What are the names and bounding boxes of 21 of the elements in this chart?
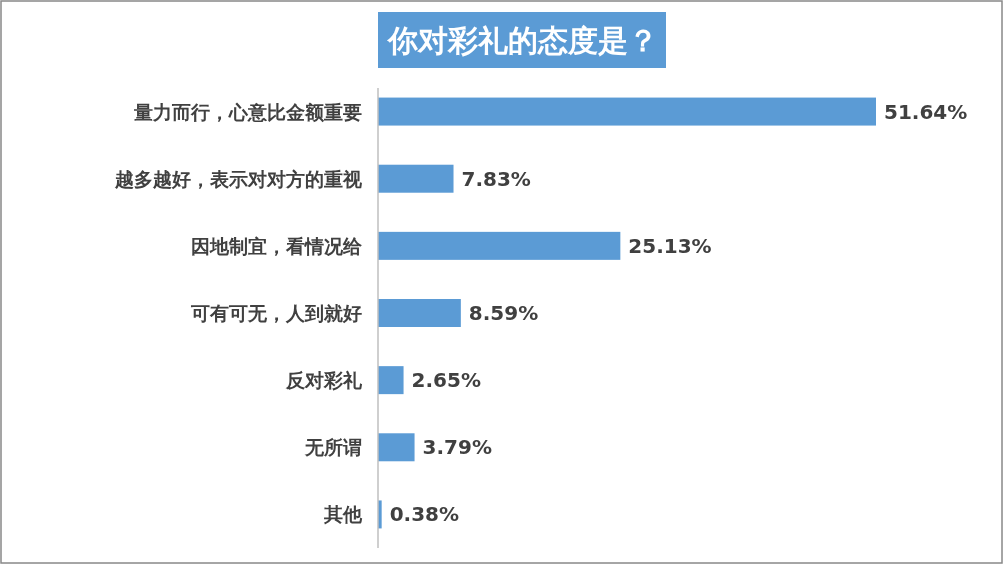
bar [378,231,621,260]
bar [378,299,461,327]
data-label: 51.64% [884,99,968,124]
y-tick-label: 越多越好，表示对对方的重视 [114,167,362,190]
y-tick-label: 可有可无，人到就好 [190,302,362,324]
bar [378,433,415,462]
y-tick-label: 反对彩礼 [285,369,363,392]
y-tick-label: 无所谓 [304,436,362,459]
y-tick-label: 量力而行，心意比金额重要 [133,100,362,123]
bar [378,366,404,395]
data-label: 0.38% [389,502,460,527]
bar [378,164,454,193]
data-label: 3.79% [422,435,492,460]
data-label: 2.65% [411,368,481,393]
data-label: 7.83% [461,166,531,191]
data-label: 8.59% [468,301,539,325]
bar [378,97,876,126]
y-tick-label: 因地制宜，看情况给 [191,234,363,257]
chart-title: 你对彩礼的态度是？ [386,23,658,58]
data-label: 25.13% [628,233,712,258]
y-tick-label: 其他 [323,503,363,526]
